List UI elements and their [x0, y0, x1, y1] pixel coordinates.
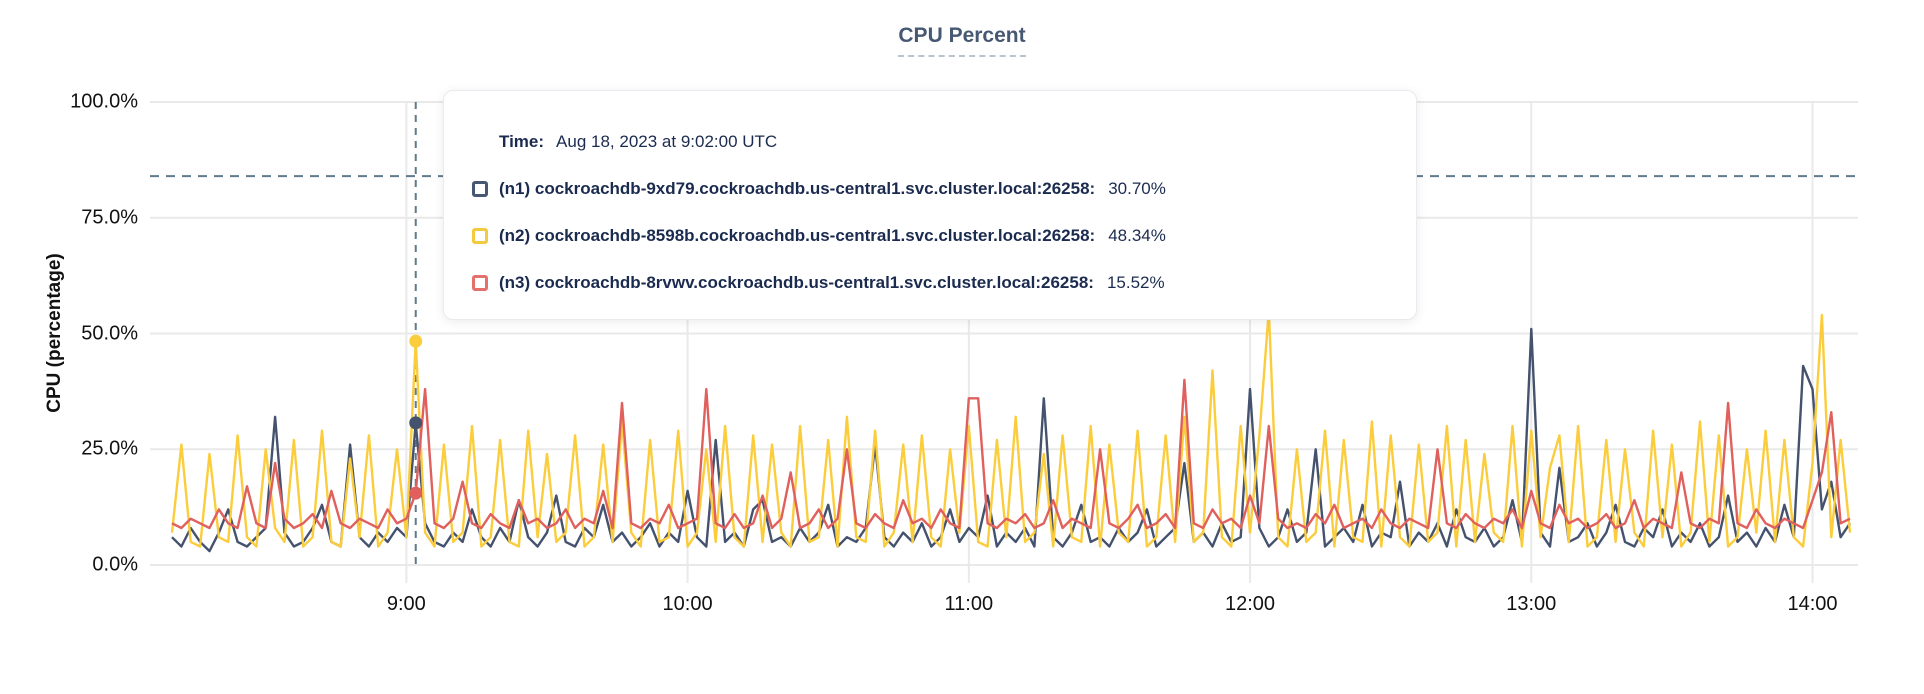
y-axis-tick-label: 75.0% [81, 206, 138, 229]
x-axis-tick-label: 14:00 [1787, 593, 1838, 615]
x-axis-tick-label: 13:00 [1506, 593, 1557, 615]
x-axis-tick-label: 10:00 [662, 593, 713, 615]
tooltip-time-row: Time: Aug 18, 2023 at 9:02:00 UTC [472, 118, 1396, 165]
tooltip-series-value: 15.52% [1106, 272, 1165, 292]
hover-dot-n2 [409, 334, 423, 348]
tooltip-series-name: (n3) cockroachdb-8rvwv.cockroachdb.us-ce… [499, 272, 1094, 292]
series-line-n3 [171, 378, 1851, 530]
series-n3-swatch-icon [472, 274, 488, 291]
tooltip-series-row-n3: (n3) cockroachdb-8rvwv.cockroachdb.us-ce… [472, 259, 1396, 306]
tooltip-series-name: (n2) cockroachdb-8598b.cockroachdb.us-ce… [499, 225, 1096, 245]
chart-hover-tooltip: Time: Aug 18, 2023 at 9:02:00 UTC (n1) c… [443, 90, 1417, 320]
chart-title: CPU Percent [0, 24, 1924, 57]
chart-title-text[interactable]: CPU Percent [898, 24, 1026, 57]
series-n2-swatch-icon [472, 227, 488, 244]
series-line-n2 [170, 309, 1852, 548]
tooltip-series-row-n2: (n2) cockroachdb-8598b.cockroachdb.us-ce… [472, 212, 1396, 259]
y-axis-tick-label: 25.0% [81, 437, 138, 460]
tooltip-time-value: Aug 18, 2023 at 9:02:00 UTC [556, 131, 778, 151]
tooltip-series-name: (n1) cockroachdb-9xd79.cockroachdb.us-ce… [499, 178, 1096, 198]
x-axis-tick-label: 9:00 [386, 593, 426, 615]
y-axis-tick-label: 50.0% [81, 322, 138, 344]
y-axis-tick-label: 0.0% [92, 553, 138, 576]
hover-dot-n1 [409, 416, 423, 430]
tooltip-series-value: 48.34% [1108, 225, 1166, 245]
tooltip-time-label: Time: [499, 131, 545, 151]
x-axis-tick-label: 12:00 [1225, 593, 1276, 615]
y-axis-tick-label: 100.0% [70, 90, 138, 113]
series-n1-swatch-icon [472, 180, 488, 197]
tooltip-series-row-n1: (n1) cockroachdb-9xd79.cockroachdb.us-ce… [472, 165, 1396, 212]
tooltip-series-value: 30.70% [1108, 178, 1166, 198]
x-axis-tick-label: 11:00 [944, 593, 994, 615]
hover-dot-n3 [409, 486, 423, 500]
